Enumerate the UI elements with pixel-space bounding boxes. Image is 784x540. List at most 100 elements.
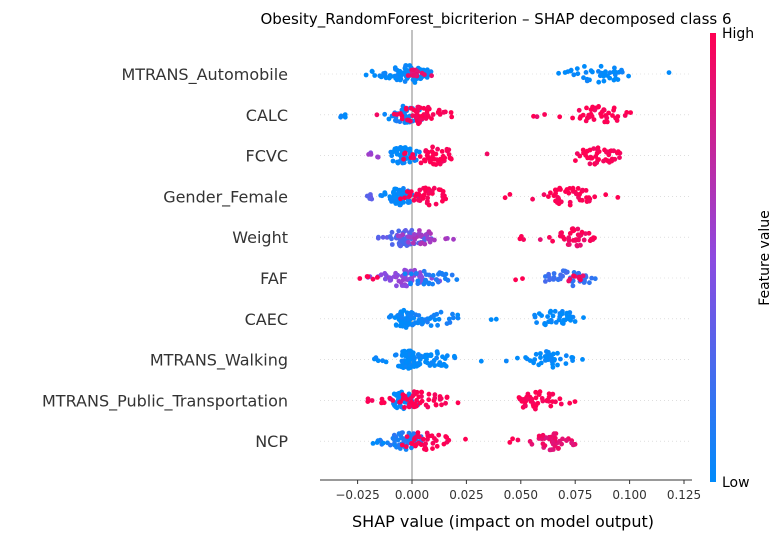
shap-point <box>434 349 440 354</box>
shap-point <box>407 199 412 205</box>
shap-point <box>513 277 518 283</box>
shap-point <box>389 242 395 247</box>
shap-point <box>441 441 447 447</box>
shap-point <box>582 64 587 69</box>
shap-point <box>408 189 414 195</box>
shap-point <box>417 187 423 193</box>
shap-point <box>552 308 558 314</box>
shap-point <box>430 273 436 278</box>
shap-point <box>382 111 388 117</box>
shap-point <box>537 237 543 243</box>
shap-point <box>428 231 433 237</box>
colorbar-high-label: High <box>722 26 754 42</box>
shap-point <box>571 72 577 78</box>
shap-point <box>583 152 588 158</box>
shap-point <box>433 277 439 282</box>
shap-point <box>433 201 439 207</box>
shap-point <box>589 275 595 281</box>
shap-point <box>592 235 597 241</box>
shap-point <box>430 154 435 160</box>
shap-point <box>430 281 435 287</box>
shap-point <box>379 400 384 406</box>
shap-point <box>423 187 429 193</box>
shap-point <box>443 400 448 406</box>
shap-point <box>558 356 563 362</box>
shap-point <box>433 402 439 407</box>
shap-point <box>626 73 631 79</box>
shap-point <box>533 390 539 395</box>
shap-point <box>433 162 439 167</box>
shap-point <box>563 353 569 359</box>
shap-point <box>574 66 580 71</box>
shap-point <box>563 189 568 195</box>
shap-point <box>444 395 450 400</box>
shap-point <box>445 277 451 283</box>
feature-row-guides <box>320 73 692 442</box>
shap-point <box>425 436 430 442</box>
shap-point <box>399 442 405 448</box>
shap-point <box>378 193 384 198</box>
shap-point <box>579 229 585 235</box>
shap-point <box>423 402 429 408</box>
shap-point <box>381 71 386 76</box>
shap-point <box>440 198 445 204</box>
shap-point <box>393 322 399 328</box>
shap-point <box>403 105 409 111</box>
shap-point <box>410 67 416 73</box>
shap-point <box>432 237 437 243</box>
shap-point <box>436 187 442 193</box>
shap-point <box>430 440 436 446</box>
shap-point <box>432 395 438 401</box>
shap-point <box>391 190 396 195</box>
shap-point <box>583 118 589 124</box>
shap-point <box>370 441 376 446</box>
shap-point <box>446 437 452 443</box>
shap-point <box>375 154 380 160</box>
shap-point <box>416 191 422 197</box>
feature-label: CALC <box>246 106 288 125</box>
shap-point <box>448 110 454 115</box>
shap-point <box>541 192 547 198</box>
shap-point <box>566 316 572 322</box>
shap-point <box>397 77 403 83</box>
shap-point <box>410 393 416 399</box>
shap-point <box>416 317 422 323</box>
shap-point <box>587 161 593 167</box>
shap-point <box>589 155 595 161</box>
shap-point <box>523 403 528 409</box>
shap-point <box>560 436 565 442</box>
shap-point <box>426 397 432 403</box>
shap-point <box>428 188 434 194</box>
shap-point <box>543 279 548 284</box>
shap-point <box>389 229 395 235</box>
shap-point <box>411 363 417 369</box>
shap-point <box>425 153 430 159</box>
shap-point <box>419 389 425 395</box>
shap-point <box>545 350 550 355</box>
shap-point <box>369 68 375 74</box>
shap-point <box>550 313 556 319</box>
shap-point <box>430 446 435 451</box>
shap-point <box>527 439 533 444</box>
shap-point <box>441 109 446 115</box>
shap-point <box>419 70 425 76</box>
shap-point <box>603 192 609 198</box>
shap-point <box>418 233 423 239</box>
shap-point <box>628 110 633 115</box>
shap-point <box>418 160 424 166</box>
shap-point <box>390 398 396 403</box>
shap-point <box>666 70 672 75</box>
shap-point <box>436 109 441 115</box>
shap-point <box>424 352 430 358</box>
shap-point <box>538 360 544 366</box>
shap-point <box>393 66 398 72</box>
shap-point <box>401 199 406 205</box>
shap-point <box>441 272 447 278</box>
shap-point <box>573 158 578 164</box>
shap-point <box>542 321 547 327</box>
shap-point <box>386 116 392 122</box>
shap-point <box>411 197 417 203</box>
shap-point <box>396 228 402 234</box>
shap-point <box>411 232 417 237</box>
